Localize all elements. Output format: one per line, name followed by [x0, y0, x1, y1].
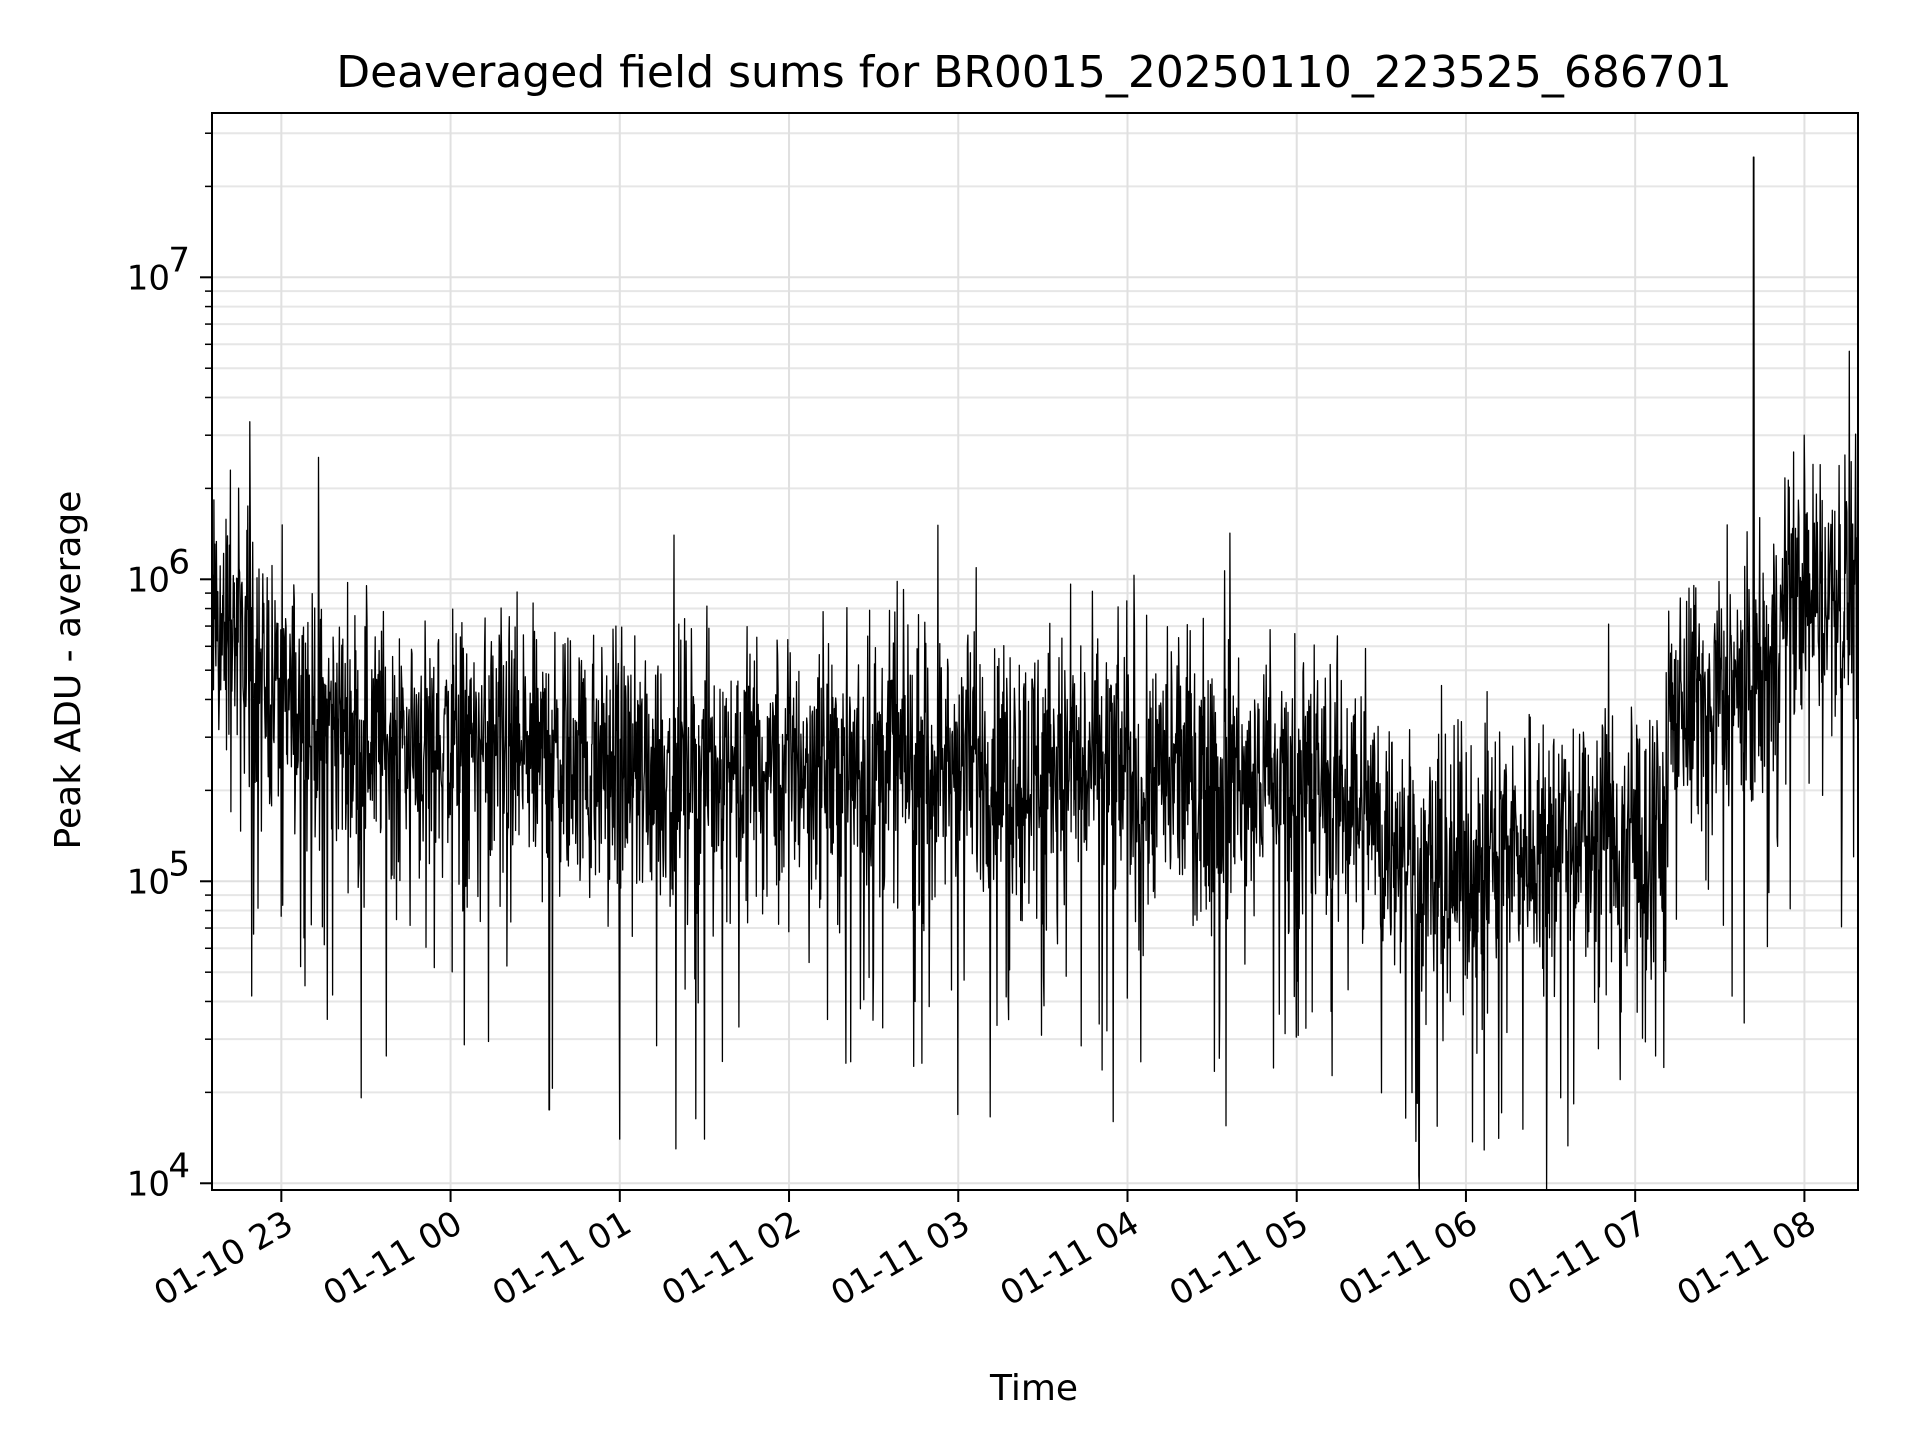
- y-tick-exponent: 6: [168, 542, 190, 582]
- y-tick-label: 10: [127, 1164, 170, 1204]
- data-series: [211, 156, 1859, 1191]
- series-line: [211, 156, 1859, 1191]
- chart-title: Deaveraged field sums for BR0015_2025011…: [336, 47, 1732, 98]
- y-tick-label: 10: [127, 862, 170, 902]
- x-axis-label: Time: [989, 1368, 1078, 1409]
- plot-frame: [211, 112, 1859, 1191]
- y-tick-exponent: 7: [168, 240, 190, 280]
- y-tick-label: 10: [127, 560, 170, 600]
- y-axis-label: Peak ADU - average: [48, 491, 89, 850]
- y-tick-label: 10: [127, 258, 170, 298]
- y-tick-exponent: 5: [168, 844, 190, 884]
- y-tick-exponent: 4: [168, 1146, 190, 1186]
